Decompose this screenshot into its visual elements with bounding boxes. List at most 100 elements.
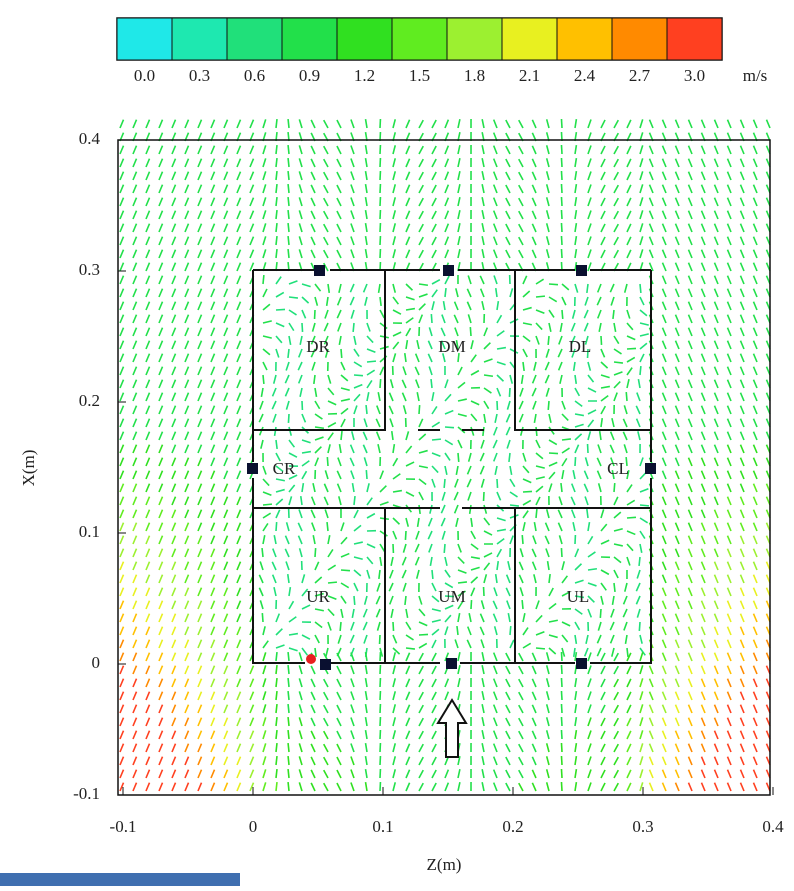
vector xyxy=(614,483,615,492)
vector xyxy=(237,510,241,518)
vector xyxy=(640,145,643,154)
vector xyxy=(532,679,536,687)
vector xyxy=(586,457,588,466)
vector xyxy=(506,731,510,739)
vector xyxy=(753,731,757,739)
vector xyxy=(471,518,472,527)
vector xyxy=(649,692,653,700)
vector xyxy=(133,666,137,674)
vector xyxy=(324,731,328,739)
vector xyxy=(662,380,666,388)
vector xyxy=(237,224,241,232)
vector xyxy=(185,328,189,336)
vector xyxy=(714,679,718,687)
vector xyxy=(701,263,705,271)
vector xyxy=(588,783,591,791)
vector xyxy=(276,652,277,661)
vector xyxy=(649,211,653,219)
vector xyxy=(601,211,605,219)
vector xyxy=(198,276,202,284)
vector xyxy=(263,535,265,544)
vector xyxy=(522,375,523,384)
vector xyxy=(753,302,757,310)
vector xyxy=(404,405,406,414)
vector xyxy=(445,250,448,258)
vector xyxy=(649,666,653,674)
vector xyxy=(558,349,562,357)
vector xyxy=(519,146,523,154)
vector xyxy=(520,388,523,396)
vector xyxy=(224,237,228,245)
vector xyxy=(211,471,215,479)
vector xyxy=(740,783,744,791)
vector xyxy=(494,679,497,687)
vector xyxy=(378,622,380,631)
vector xyxy=(432,620,441,622)
vector xyxy=(337,211,341,219)
colorbar-swatch xyxy=(447,18,502,60)
vector xyxy=(714,523,718,531)
vector xyxy=(727,419,731,427)
vector xyxy=(133,523,137,531)
vector xyxy=(311,510,315,518)
vector xyxy=(471,427,474,436)
vector xyxy=(575,678,576,687)
vector xyxy=(588,705,591,713)
vector xyxy=(484,414,486,423)
vector xyxy=(300,336,302,345)
vector xyxy=(367,498,372,505)
vector xyxy=(601,757,605,765)
vector xyxy=(402,570,406,578)
vector xyxy=(662,146,666,154)
vector xyxy=(272,401,276,409)
vector xyxy=(688,172,692,180)
vector xyxy=(740,640,744,648)
vector xyxy=(740,523,744,531)
vector xyxy=(740,679,744,687)
vector xyxy=(120,510,124,518)
vector xyxy=(288,171,289,180)
vector xyxy=(146,380,150,388)
vector xyxy=(198,185,202,193)
vector xyxy=(159,159,163,167)
vector xyxy=(575,564,581,570)
vector xyxy=(324,250,328,258)
vector xyxy=(324,224,328,232)
vector xyxy=(740,120,744,128)
vector xyxy=(467,302,471,310)
vector xyxy=(224,393,228,401)
vector xyxy=(429,518,432,526)
vector xyxy=(120,718,124,726)
vector xyxy=(172,224,176,232)
vector xyxy=(467,640,471,648)
vector xyxy=(299,678,302,687)
vector xyxy=(311,718,315,726)
vector xyxy=(624,444,627,453)
vector xyxy=(159,744,163,752)
vector xyxy=(614,783,618,791)
vector xyxy=(120,575,124,583)
vector xyxy=(224,679,228,687)
vector xyxy=(727,367,731,375)
vector xyxy=(211,692,215,700)
vector xyxy=(198,419,202,427)
vector xyxy=(338,297,341,305)
vector xyxy=(688,653,692,661)
vector xyxy=(211,263,215,271)
vector xyxy=(601,770,605,778)
vector xyxy=(351,185,354,193)
vector xyxy=(198,445,202,453)
vector xyxy=(640,297,644,305)
vector xyxy=(198,120,202,128)
vector xyxy=(753,705,757,713)
vector xyxy=(416,557,419,565)
vector xyxy=(419,419,423,427)
vector xyxy=(159,432,163,440)
vector xyxy=(120,757,124,765)
vector xyxy=(753,276,757,284)
vector xyxy=(432,718,436,726)
vector xyxy=(627,357,635,362)
vector xyxy=(224,757,228,765)
vector xyxy=(445,570,450,577)
vector xyxy=(328,444,330,453)
